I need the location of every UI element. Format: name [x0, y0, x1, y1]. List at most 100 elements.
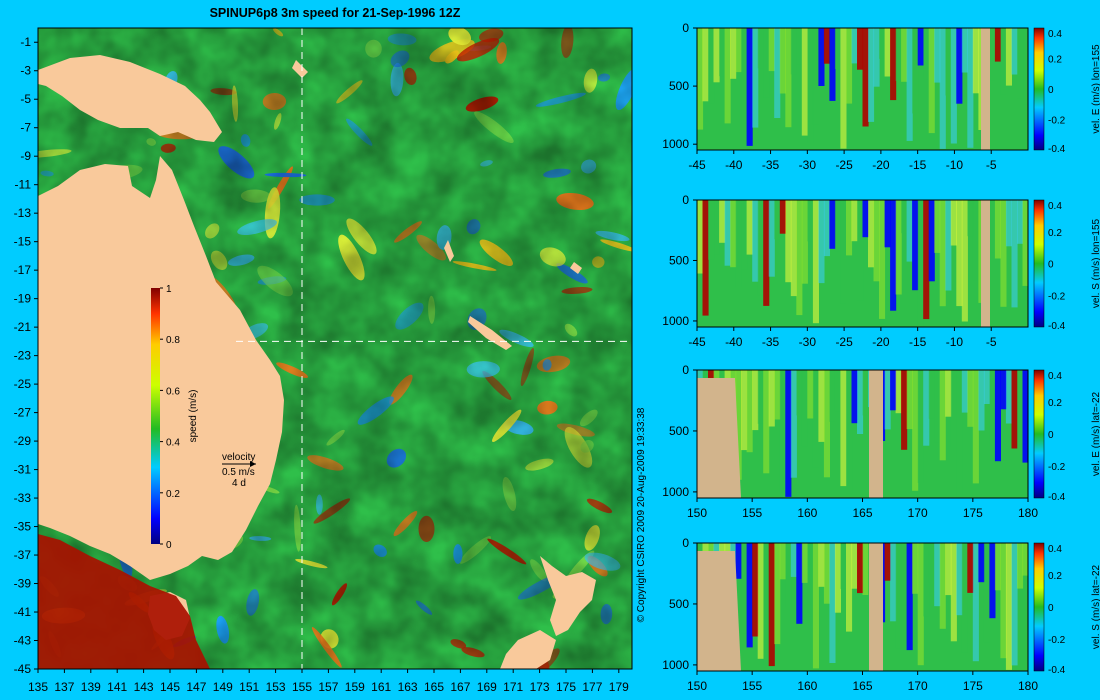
- section-velocity-column: [752, 543, 759, 637]
- section-3: 150 155 160 165 170 175 180 0 500 1000 0.4 0.2 0 -0.2…: [662, 363, 1100, 520]
- section-velocity-column: [846, 543, 853, 632]
- section-velocity-column: [950, 28, 957, 144]
- map-x-tick-label: 179: [609, 680, 629, 694]
- section-land: [869, 543, 883, 671]
- chart-title: SPINUP6p8 3m speed for 21-Sep-1996 12Z: [210, 6, 461, 20]
- section-velocity-column: [917, 370, 924, 483]
- section-velocity-column: [884, 200, 891, 248]
- section-velocity-column: [972, 28, 979, 94]
- section-velocity-column: [801, 200, 808, 284]
- section-velocity-column: [989, 200, 996, 253]
- section-velocity-column: [768, 543, 775, 667]
- section-velocity-column: [812, 543, 819, 669]
- section-label: vel. E (m/s) lon=155: [1091, 44, 1100, 134]
- section-velocity-column: [934, 28, 941, 83]
- section-velocity-column: [741, 28, 748, 142]
- map-y-tick-label: -25: [14, 377, 32, 391]
- section-colorbar-tick-label: 0.2: [1048, 55, 1062, 66]
- section-velocity-column: [1000, 370, 1007, 410]
- section-velocity-column: [752, 370, 759, 431]
- land-vanuatu: [444, 240, 454, 262]
- map-y-tick-label: -37: [14, 548, 32, 562]
- section-velocity-column: [961, 200, 968, 322]
- section-velocity-column: [697, 28, 704, 130]
- section-velocity-column: [1005, 543, 1012, 670]
- section-velocity-column: [928, 28, 935, 134]
- southern-ocean-high-speed: [38, 534, 210, 669]
- section-velocity-column: [708, 200, 715, 260]
- section-velocity-column: [774, 200, 781, 240]
- section-velocity-column: [779, 200, 786, 234]
- section-velocity-column: [934, 543, 941, 607]
- land-nz-south: [500, 630, 556, 669]
- velocity-legend: velocity 0.5 m/s 4 d: [222, 452, 256, 489]
- section-x-tick-label: -45: [688, 158, 706, 172]
- section-velocity-column: [768, 200, 775, 277]
- section-x-tick-label: 170: [908, 506, 928, 520]
- section-velocity-column: [834, 28, 841, 69]
- section-velocity-column: [812, 370, 819, 468]
- section-velocity-column: [818, 370, 825, 442]
- section-velocity-column: [989, 28, 996, 81]
- section-x-tick-label: 165: [852, 506, 872, 520]
- section-frame: [696, 27, 1029, 151]
- section-velocity-column: [972, 370, 979, 484]
- map-y-tick-label: -39: [14, 577, 32, 591]
- section-velocity-column: [994, 370, 1001, 462]
- section-velocity-column: [840, 28, 847, 149]
- section-velocity-column: [713, 28, 720, 83]
- section-velocity-column: [708, 28, 715, 104]
- section-velocity-column: [895, 543, 902, 649]
- map-frame: [37, 27, 633, 670]
- section-y-tick-label: 1000: [662, 137, 689, 151]
- land-nz-north: [540, 556, 596, 636]
- speed-colorbar-tick-label: 0.6: [166, 386, 180, 397]
- section-velocity-column: [950, 200, 957, 246]
- map-y-tick-label: -29: [14, 434, 32, 448]
- section-velocity-column: [862, 200, 869, 238]
- section-velocity-column: [779, 28, 786, 94]
- map-y-tick-label: -31: [14, 463, 32, 477]
- map-y-tick-label: -35: [14, 520, 32, 534]
- section-velocity-column: [983, 543, 990, 643]
- section-velocity-column: [956, 543, 963, 616]
- section-colorbar: [1033, 27, 1045, 151]
- section-velocity-column: [972, 543, 979, 662]
- section-x-tick-label: -20: [872, 335, 890, 349]
- speed-colorbar-bar: [151, 288, 160, 544]
- section-colorbar-tick-label: 0.2: [1048, 571, 1062, 582]
- section-velocity-column: [785, 370, 792, 497]
- section-velocity-column: [763, 370, 770, 474]
- section-velocity-column: [790, 370, 797, 478]
- section-y-tick-label: 0: [682, 21, 689, 35]
- section-velocity-column: [851, 543, 858, 589]
- section-x-tick-label: 150: [687, 506, 707, 520]
- section-1: -45 -40 -35 -30 -25 -20 -15 -10 -5 0 500 1000 0.4 0.2…: [662, 21, 1100, 172]
- map-x-tick-label: 139: [81, 680, 101, 694]
- section-y-tick-label: 500: [669, 79, 689, 93]
- section-velocity-column: [906, 28, 913, 141]
- section-velocity-column: [879, 28, 886, 59]
- map-x-tick-label: 161: [371, 680, 391, 694]
- section-y-tick-label: 0: [682, 536, 689, 550]
- section-velocity-column: [901, 28, 908, 82]
- section-velocity-column: [741, 543, 748, 634]
- section-panels: -45 -40 -35 -30 -25 -20 -15 -10 -5 0 500 1000 0.4 0.2…: [662, 21, 1100, 693]
- map-x-tick-label: 155: [292, 680, 312, 694]
- map-x-tick-label: 171: [503, 680, 523, 694]
- section-velocity-column: [812, 200, 819, 324]
- section-velocity-column: [834, 370, 841, 412]
- map-x-ticks: 135 137 139 141 143 145 147 149 151 153 155 157 159 1…: [28, 669, 629, 694]
- section-velocity-column: [735, 543, 742, 579]
- speed-colorbar-tick-label: 1: [166, 284, 172, 295]
- section-frame: [696, 199, 1029, 328]
- section-y-tick-label: 0: [682, 363, 689, 377]
- section-x-tick-label: 160: [797, 506, 817, 520]
- section-x-tick-label: -35: [762, 335, 780, 349]
- map-x-tick-label: 159: [345, 680, 365, 694]
- section-velocity-column: [923, 28, 930, 80]
- section-velocity-column: [923, 200, 930, 320]
- section-velocity-column: [917, 28, 924, 66]
- map-y-tick-label: -33: [14, 491, 32, 505]
- section-velocity-column: [901, 543, 908, 606]
